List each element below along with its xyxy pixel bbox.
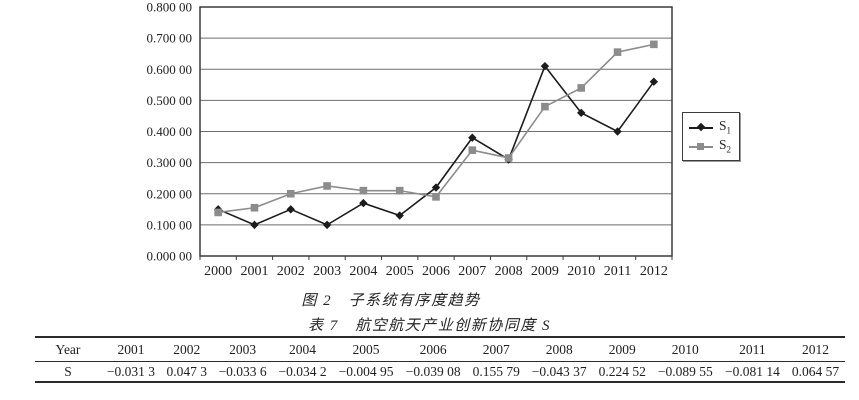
value-cell: −0.039 08 xyxy=(405,363,461,379)
marker-square xyxy=(250,203,259,212)
legend-line xyxy=(689,122,713,132)
value-cell: −0.034 2 xyxy=(278,363,327,379)
legend-item: S2 xyxy=(689,137,734,156)
table-row-year: Year 2001 2002 2003 2004 2005 2006 2007 2008 200… xyxy=(35,337,845,362)
marker-square xyxy=(432,193,440,201)
marker-square xyxy=(395,186,404,195)
year-cell: 2012 xyxy=(785,337,845,362)
marker-square xyxy=(468,146,477,154)
marker-square xyxy=(504,154,513,162)
table-caption: 表 7 航空航天产业创新协同度 S xyxy=(307,318,551,334)
legend-items: S1 S2 xyxy=(689,118,734,156)
marker-square xyxy=(650,40,658,49)
marker-diamond xyxy=(577,108,586,118)
s-row-label: S xyxy=(64,363,72,379)
marker-diamond xyxy=(395,211,404,220)
year-cell: 2007 xyxy=(466,337,526,362)
x-axis-tick-label: 2011 xyxy=(604,264,631,279)
legend-label: S2 xyxy=(719,137,732,155)
value-cell: −0.033 6 xyxy=(218,363,267,379)
value-cell: −0.004 95 xyxy=(338,363,394,379)
year-row-label: Year xyxy=(35,337,101,362)
legend-marker-square xyxy=(697,142,704,150)
y-axis-tick-label: 0.200 00 xyxy=(147,186,193,201)
value-cell: 0.155 79 xyxy=(472,363,520,379)
value-cell: 0.064 57 xyxy=(791,363,840,379)
x-axis-tick-label: 2004 xyxy=(349,264,377,279)
marker-square xyxy=(613,48,622,56)
line-chart: 0.800 00 0.700 00 0.600 00 0.500 00 0.400 00… xyxy=(147,0,673,279)
year-cell: 2006 xyxy=(399,337,467,362)
value-cell: −0.081 14 xyxy=(724,363,780,379)
x-axis-tick-label: 2005 xyxy=(386,264,414,279)
table-row-s: S −0.031 3 0.047 3 −0.033 6 −0.034 2 −0.004 … xyxy=(35,362,845,383)
y-axis-tick-label: 0.000 00 xyxy=(147,249,193,264)
marker-diamond xyxy=(322,220,332,230)
value-cell: −0.043 37 xyxy=(531,363,587,379)
year-cell: 2009 xyxy=(592,337,652,362)
year-cell: 2003 xyxy=(212,337,273,362)
figure-caption: 图 2 子系统有序度趋势 xyxy=(301,293,481,309)
year-cell: 2001 xyxy=(101,337,161,362)
x-axis-tick-label: 2001 xyxy=(240,264,268,279)
year-cell: 2002 xyxy=(160,337,213,362)
y-axis-tick-label: 0.700 00 xyxy=(147,31,193,46)
x-axis-tick-label: 2002 xyxy=(277,264,305,279)
year-cell: 2004 xyxy=(272,337,333,362)
legend-line xyxy=(689,142,713,150)
chart-legend: S1 S2 xyxy=(682,112,740,161)
marker-diamond xyxy=(250,220,259,230)
value-cell: −0.089 55 xyxy=(657,363,713,379)
marker-diamond xyxy=(286,205,295,214)
marker-square xyxy=(214,208,222,217)
marker-square xyxy=(286,189,295,198)
x-axis-tick-label: 2009 xyxy=(531,264,559,279)
marker-diamond xyxy=(649,77,659,86)
marker-diamond xyxy=(359,198,368,208)
marker-diamond xyxy=(613,127,622,136)
x-axis-tick-label: 2006 xyxy=(422,264,450,279)
year-cell: 2010 xyxy=(651,337,719,362)
x-axis-tick-label: 2003 xyxy=(313,264,341,279)
year-cell: 2005 xyxy=(332,337,400,362)
x-axis-tick-label: 2000 xyxy=(204,264,232,279)
y-axis-tick-label: 0.400 00 xyxy=(147,124,193,139)
marker-square xyxy=(577,84,586,92)
year-cell: 2008 xyxy=(525,337,593,362)
marker-square xyxy=(359,186,368,195)
marker-square xyxy=(541,102,549,111)
y-axis-tick-label: 0.100 00 xyxy=(147,217,193,232)
x-axis-tick-label: 2008 xyxy=(495,264,523,279)
series-line-1 xyxy=(217,64,655,226)
y-axis-tick-label: 0.300 00 xyxy=(147,155,193,170)
synergy-table: Year 2001 2002 2003 2004 2005 2006 2007 2008 200… xyxy=(35,336,845,383)
value-cell: −0.031 3 xyxy=(106,363,156,379)
x-axis-tick-label: 2012 xyxy=(640,264,668,279)
legend-marker-diamond xyxy=(696,122,706,132)
marker-diamond xyxy=(468,133,477,142)
marker-diamond xyxy=(431,183,441,192)
y-axis-tick-label: 0.600 00 xyxy=(147,62,193,77)
value-cell: 0.224 52 xyxy=(598,363,646,379)
year-cell: 2011 xyxy=(718,337,786,362)
marker-diamond xyxy=(540,61,550,71)
legend-label: S1 xyxy=(719,118,732,136)
x-axis-tick-label: 2007 xyxy=(458,264,486,279)
x-axis-tick-label: 2010 xyxy=(567,264,595,279)
marker-square xyxy=(323,182,331,190)
plot-border xyxy=(199,6,673,257)
value-cell: 0.047 3 xyxy=(166,363,208,379)
legend-item: S1 xyxy=(689,118,734,137)
y-axis-tick-label: 0.500 00 xyxy=(147,93,193,108)
y-axis-tick-label: 0.800 00 xyxy=(147,0,193,15)
